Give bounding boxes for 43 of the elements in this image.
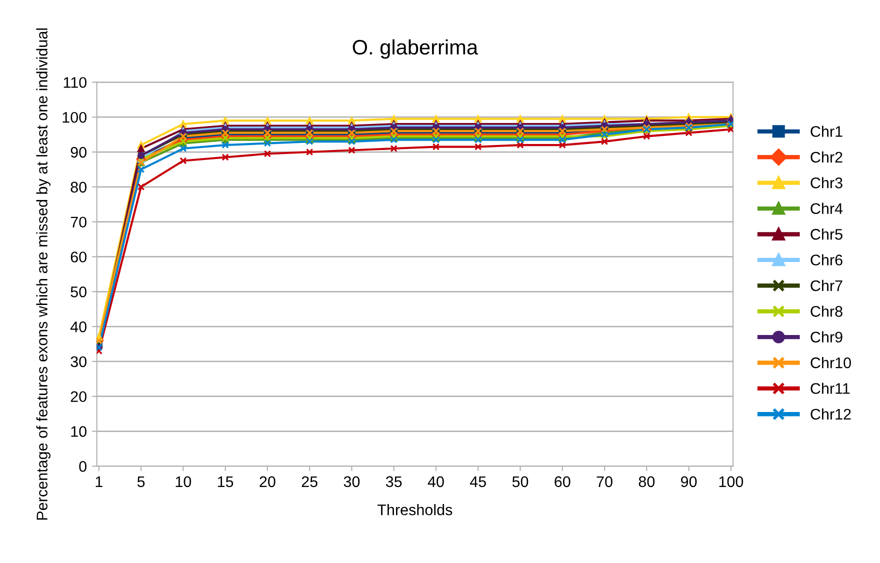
x-tick-label: 45 (470, 476, 486, 488)
y-tick-label: 0 (79, 461, 86, 472)
chart-title: O. glaberrima (352, 39, 478, 59)
x-tick-label: 60 (554, 476, 570, 488)
x-tick-label: 40 (428, 476, 444, 488)
legend-label: Chr7 (810, 280, 842, 292)
x-tick-label: 25 (302, 476, 318, 488)
legend-label: Chr10 (810, 357, 851, 368)
legend-label: Chr9 (810, 331, 842, 343)
y-tick-label: 30 (70, 356, 86, 368)
y-tick-label: 80 (70, 182, 86, 193)
x-tick-label: 5 (137, 476, 145, 488)
y-tick-label: 20 (70, 391, 86, 402)
legend-label: Chr1 (810, 126, 842, 137)
y-tick-label: 10 (71, 426, 86, 437)
y-axis-title: Percentage of features exons which are missed by at least one individual (36, 28, 50, 520)
y-tick-label: 60 (70, 252, 86, 262)
legend-label: Chr11 (810, 382, 850, 394)
y-tick-label: 70 (70, 216, 86, 228)
x-axis-title: Thresholds (377, 504, 452, 516)
legend-label: Chr12 (810, 408, 851, 420)
legend-label: Chr2 (810, 151, 842, 163)
legend-label: Chr5 (810, 228, 842, 240)
x-tick-label: 10 (176, 476, 192, 488)
legend-label: Chr6 (810, 254, 842, 266)
x-tick-label: 50 (512, 476, 528, 488)
x-tick-label: 30 (344, 476, 360, 488)
x-tick-label: 100 (719, 476, 744, 488)
legend-label: Chr8 (810, 306, 842, 317)
x-tick-label: 80 (638, 476, 655, 488)
y-tick-label: 100 (62, 112, 86, 123)
x-tick-label: 35 (386, 476, 402, 488)
x-tick-label: 1 (96, 476, 102, 487)
x-tick-label: 20 (260, 476, 276, 488)
x-tick-label: 70 (596, 476, 612, 488)
legend-label: Chr3 (810, 177, 842, 188)
y-tick-label: 90 (70, 146, 86, 158)
legend-label: Chr4 (810, 202, 843, 214)
y-tick-label: 110 (64, 77, 86, 88)
x-tick-label: 15 (218, 476, 234, 488)
y-tick-label: 50 (70, 286, 86, 298)
y-tick-label: 40 (70, 321, 86, 332)
x-tick-label: 90 (681, 476, 697, 488)
